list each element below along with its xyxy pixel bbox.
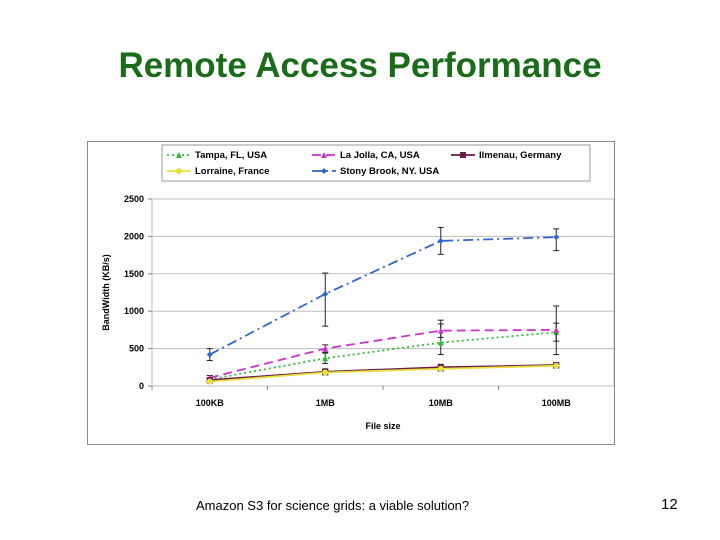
data-point: [322, 369, 329, 376]
legend-label: La Jolla, CA, USA: [340, 150, 420, 161]
plot-area: [151, 198, 614, 387]
data-point: [437, 327, 444, 334]
y-tick-label: 1500: [124, 269, 144, 279]
data-point: [437, 237, 444, 244]
x-tick-label: 100KB: [196, 398, 225, 408]
y-tick-label: 2000: [124, 231, 144, 241]
data-point: [322, 290, 329, 297]
series-line-0: [209, 331, 557, 381]
legend-marker: [176, 152, 182, 158]
data-point: [553, 234, 560, 241]
data-point: [322, 355, 329, 362]
legend-label: Tampa, FL, USA: [195, 150, 267, 161]
y-tick-label: 0: [139, 381, 144, 391]
data-point: [437, 339, 444, 346]
series-line-3: [209, 364, 557, 383]
slide-title: Remote Access Performance: [118, 46, 602, 85]
series-line-1: [209, 329, 557, 379]
x-tick-label: 10MB: [429, 398, 454, 408]
page-number: 12: [661, 496, 678, 513]
legend-marker: [176, 168, 182, 174]
x-tick-label: 1MB: [316, 398, 336, 408]
series-line-4: [209, 236, 557, 356]
data-point: [206, 378, 213, 385]
data-point: [553, 362, 560, 369]
footer-text: Amazon S3 for science grids: a viable so…: [196, 498, 470, 513]
chart-area: 0 500 1000 1500 2000 2500 100KB 1MB 10MB 100MB Fil…: [87, 141, 615, 445]
legend: [161, 144, 591, 182]
legend-marker: [460, 152, 466, 158]
data-point: [437, 365, 444, 372]
legend-marker: [321, 152, 327, 158]
data-point: [553, 326, 560, 333]
y-axis-label: BandWidth (KB/s): [101, 254, 111, 330]
legend-label: Ilmenau, Germany: [479, 150, 562, 161]
series-line-2: [209, 364, 557, 381]
data-point: [206, 351, 213, 358]
y-tick-label: 2500: [124, 194, 144, 204]
bandwidth-line-chart: 0 500 1000 1500 2000 2500 100KB 1MB 10MB 100MB Fil…: [101, 144, 614, 431]
legend-label: Lorraine, France: [195, 166, 269, 177]
x-tick-label: 100MB: [542, 398, 572, 408]
legend-label: Stony Brook, NY. USA: [340, 166, 439, 177]
y-tick-label: 500: [129, 344, 144, 354]
y-tick-label: 1000: [124, 306, 144, 316]
x-axis-label: File size: [365, 421, 400, 431]
data-point: [322, 345, 329, 352]
legend-marker: [321, 168, 327, 174]
